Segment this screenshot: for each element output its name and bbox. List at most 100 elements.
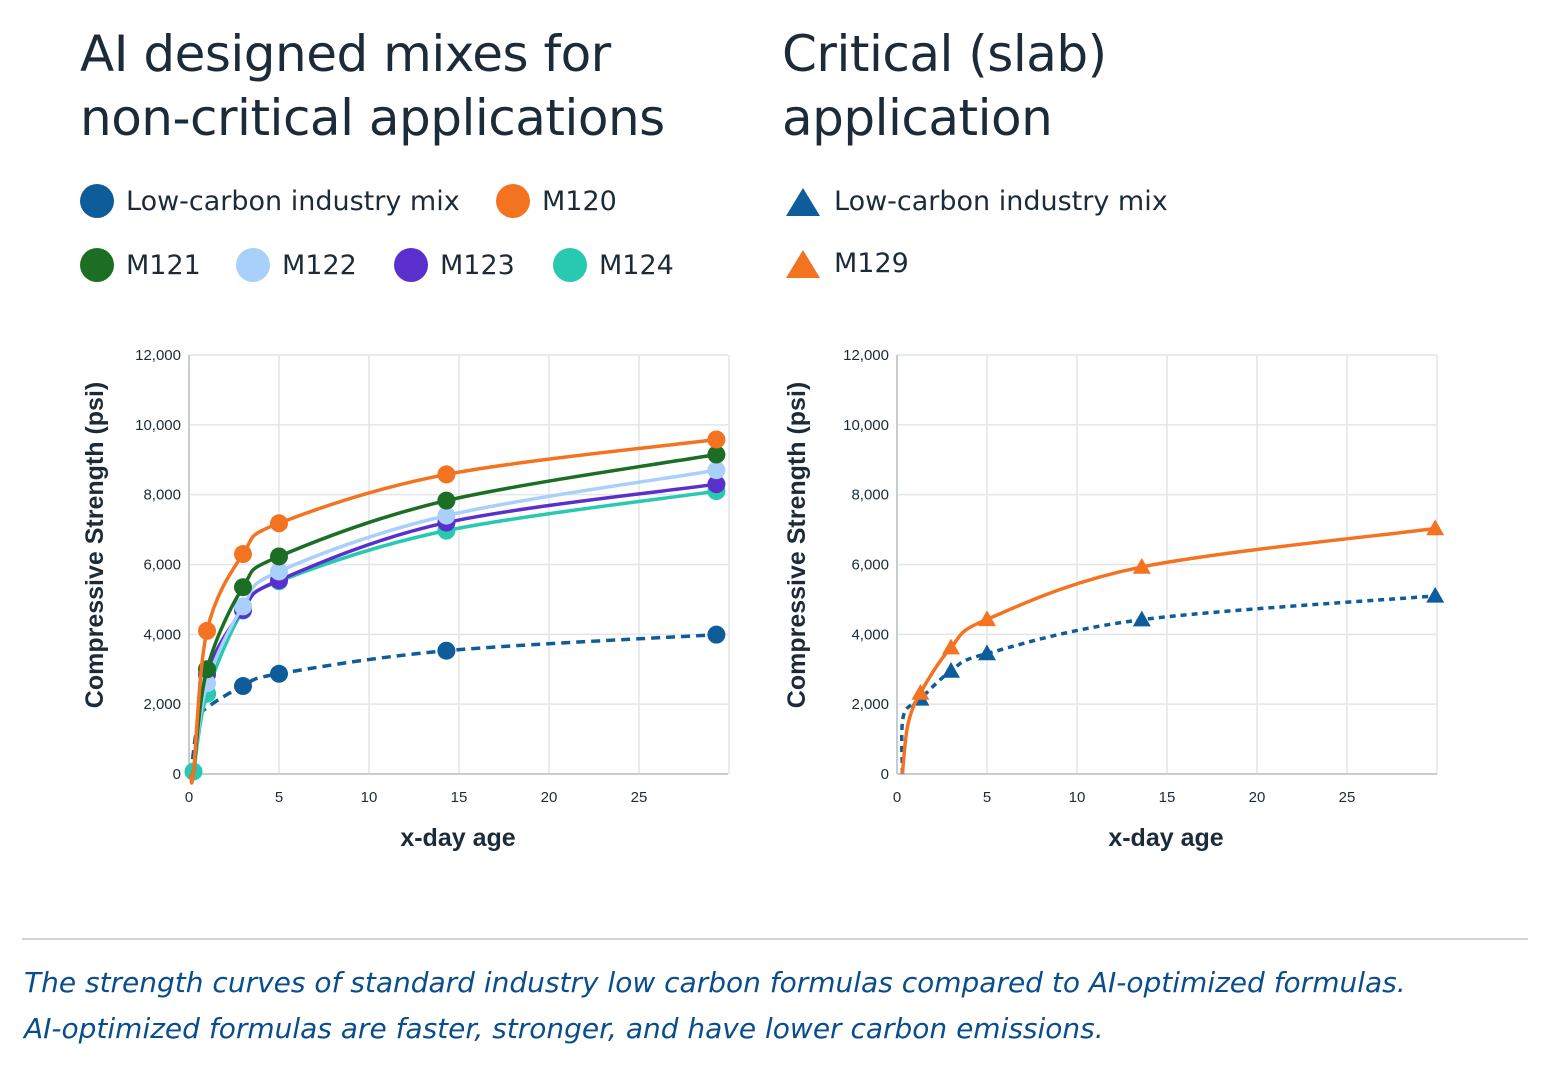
y-tick-label: 8,000 — [143, 487, 181, 504]
series-m122 — [189, 461, 726, 781]
m120-point — [437, 465, 456, 484]
legend-m123: M123 — [394, 248, 515, 282]
legend-label: M124 — [599, 249, 674, 281]
low_carbon-line — [899, 594, 1436, 775]
legend-label: Low-carbon industry mix — [834, 186, 1168, 217]
x-tick-label: 25 — [1339, 789, 1356, 806]
m123-point — [707, 475, 726, 494]
series-m129 — [900, 519, 1445, 775]
x-tick-label: 20 — [1249, 789, 1266, 806]
m122-point — [437, 506, 456, 525]
y-tick-label: 2,000 — [851, 696, 889, 713]
m120-point — [707, 430, 726, 449]
legend-label: M120 — [542, 185, 617, 217]
x-tick-label: 20 — [541, 789, 558, 806]
legend-circle-icon — [80, 184, 114, 218]
legend-label: Low-carbon industry mix — [126, 185, 460, 217]
m129-point — [978, 610, 996, 627]
x-tick-label: 5 — [275, 789, 283, 806]
caption-divider — [22, 938, 1528, 940]
low_carbon-point — [942, 661, 960, 678]
series-m124 — [184, 482, 726, 781]
legend-circle-icon — [394, 248, 428, 282]
x-tick-label: 5 — [983, 789, 991, 806]
legend-label: M129 — [834, 248, 909, 279]
y-tick-label: 8,000 — [851, 487, 889, 504]
y-tick-label: 0 — [881, 766, 889, 783]
low_carbon-point — [437, 641, 456, 660]
m120-line — [189, 437, 717, 785]
legend-circle-icon — [496, 184, 530, 218]
x-tick-label: 10 — [361, 789, 378, 806]
low_carbon-line — [189, 632, 717, 775]
right-chart: 0 2,000 4,000 6,000 8,000 10,000 12,000 0 5 10 15 2… — [783, 347, 1445, 852]
right-title-line-1: Critical (slab) — [782, 25, 1107, 83]
legend-label: M121 — [126, 249, 201, 281]
m120-point — [270, 514, 288, 533]
legend-label: M123 — [440, 249, 515, 281]
legend-triangle-icon — [786, 249, 820, 278]
m121-point — [270, 547, 288, 566]
low_carbon-point — [270, 664, 288, 683]
m121-point — [707, 445, 726, 464]
m129-point — [911, 683, 930, 700]
x-tick-label: 15 — [1159, 789, 1176, 806]
left-chart: 0 2,000 4,000 6,000 8,000 10,000 12,000 0 5 10 15 2… — [81, 347, 730, 852]
x-tick-label: 15 — [451, 789, 468, 806]
y-tick-label: 10,000 — [135, 417, 181, 434]
legend-m121: M121 — [80, 248, 201, 282]
x-tick-label: 0 — [893, 789, 901, 806]
caption-line-1: The strength curves of standard industry… — [24, 966, 1406, 999]
y-tick-label: 12,000 — [135, 347, 181, 364]
m129-line — [900, 526, 1436, 775]
x-tick-label: 10 — [1069, 789, 1086, 806]
legend-low-carbon: Low-carbon industry mix — [80, 184, 460, 218]
series-m121 — [189, 445, 726, 782]
x-axis-label: x-day age — [1108, 824, 1223, 852]
m122-point — [707, 461, 726, 480]
legend-circle-icon — [236, 248, 270, 282]
y-tick-label: 0 — [173, 766, 181, 783]
series-low_carbon — [189, 625, 726, 775]
legend-label: M122 — [282, 249, 357, 281]
left-title-line-2: non-critical applications — [80, 89, 665, 147]
legend-m120: M120 — [496, 184, 617, 218]
y-tick-label: 6,000 — [851, 557, 889, 574]
series-m120 — [189, 430, 726, 785]
y-tick-label: 4,000 — [851, 626, 889, 643]
low_carbon-point — [234, 677, 252, 696]
m129-point — [1132, 557, 1151, 574]
legend-circle-icon — [553, 248, 587, 282]
m120-point — [198, 621, 216, 640]
y-tick-label: 4,000 — [143, 626, 181, 643]
caption-line-2: AI-optimized formulas are faster, strong… — [24, 1012, 1104, 1045]
left-chart-title: AI designed mixes for non-critical appli… — [80, 22, 740, 150]
legend-m122: M122 — [236, 248, 357, 282]
series-low_carbon — [899, 586, 1445, 775]
low_carbon-point — [707, 625, 726, 644]
low_carbon-point — [1132, 610, 1151, 627]
m121-point — [437, 491, 456, 510]
y-axis-label: Compressive Strength (psi) — [783, 382, 811, 708]
y-axis-label: Compressive Strength (psi) — [81, 382, 109, 708]
figure-caption: The strength curves of standard industry… — [24, 960, 1524, 1052]
y-tick-label: 6,000 — [143, 557, 181, 574]
y-tick-label: 10,000 — [843, 417, 889, 434]
y-tick-label: 12,000 — [843, 347, 889, 364]
x-tick-label: 0 — [185, 789, 193, 806]
low_carbon-point — [978, 644, 996, 661]
right-title-line-2: application — [782, 89, 1053, 147]
right-chart-title: Critical (slab) application — [782, 22, 1382, 150]
legend-right-m129: M129 — [786, 248, 909, 279]
y-tick-label: 2,000 — [143, 696, 181, 713]
strength-charts: 0 2,000 4,000 6,000 8,000 10,000 12,000 0 5 10 15 2… — [81, 347, 1445, 852]
m121-point — [234, 578, 252, 597]
x-tick-label: 25 — [631, 789, 648, 806]
m122-point — [234, 597, 252, 616]
legend-triangle-icon — [786, 187, 820, 216]
m120-point — [234, 545, 252, 564]
legend-circle-icon — [80, 248, 114, 282]
left-title-line-1: AI designed mixes for — [80, 25, 611, 83]
m129-point — [1426, 519, 1445, 536]
low_carbon-point — [1426, 586, 1445, 603]
